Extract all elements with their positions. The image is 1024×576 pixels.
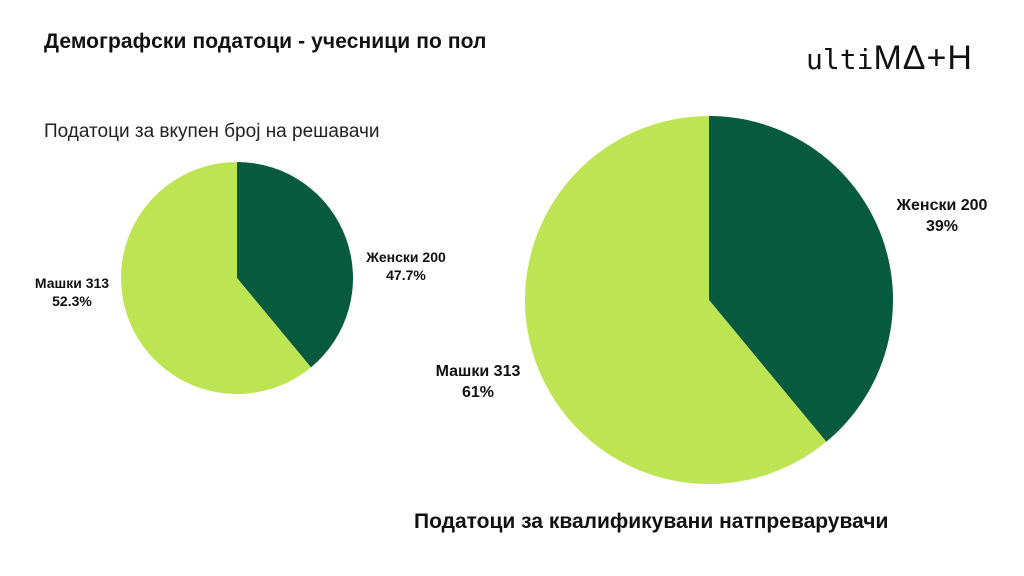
chart-1-title: Податоци за вкупен број на решавачи <box>44 121 380 142</box>
pie-2-slice-male <box>525 116 827 484</box>
pie-2-slice-female <box>709 116 894 442</box>
pie-2-label-female: Женски 200 39% <box>896 197 988 235</box>
pie-1-label-male: Машки 313 52.3% <box>35 275 109 309</box>
ultimath-logo: ultiMΔ+H <box>806 38 973 80</box>
pie-1-slice-female <box>237 162 354 368</box>
pie-chart-1: Женски 200 47.7% Машки 313 52.3% <box>35 162 446 394</box>
page-title: Демографски податоци - учесници по пол <box>44 30 487 53</box>
logo-lowercase: ulti <box>806 43 874 76</box>
pie-1-slice-male <box>120 162 312 394</box>
pie-chart-2: Женски 200 39% Машки 313 61% <box>436 116 988 484</box>
logo-uppercase: MΔ+H <box>873 39 973 77</box>
chart-2-title: Податоци за квалификувани натпреварувачи <box>414 510 889 533</box>
pie-1-label-female: Женски 200 47.7% <box>365 249 446 283</box>
pie-2-label-male: Машки 313 61% <box>436 363 521 401</box>
